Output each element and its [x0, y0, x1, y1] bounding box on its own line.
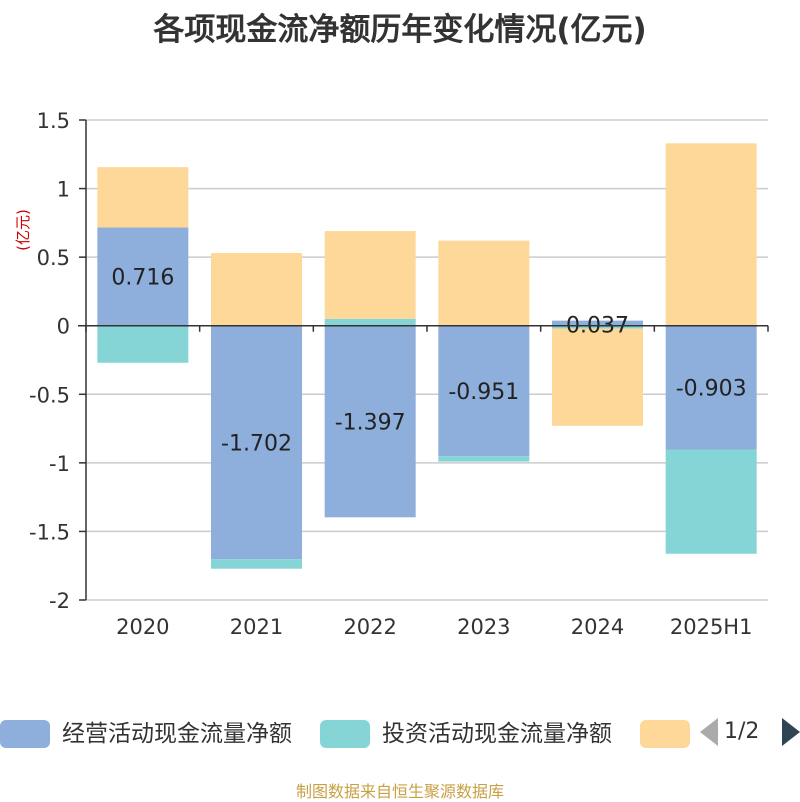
data-label: -0.903: [676, 377, 747, 402]
bar-series1-2023: [438, 325, 530, 457]
bar-series2-2025H1: [665, 449, 757, 554]
y-tick-label: -2: [49, 589, 70, 613]
y-tick-label: -1.5: [29, 520, 70, 544]
bar-series1-2021: [211, 325, 302, 560]
bar-series2-2020: [97, 325, 189, 363]
y-axis-label: (亿元): [14, 209, 32, 251]
x-tick-label: 2025H1: [670, 615, 753, 639]
y-tick-label: 0: [57, 315, 70, 339]
bar-series3-2025H1: [665, 143, 757, 326]
data-label: -1.702: [221, 431, 292, 456]
bar-series1-2025H1: [665, 325, 757, 450]
x-tick-label: 2021: [230, 615, 283, 639]
x-tick-label: 2024: [571, 615, 624, 639]
bar-series2-2022: [324, 318, 416, 326]
bar-series1-2020: [97, 227, 189, 326]
bar-series1-2024: [552, 320, 643, 326]
y-tick-label: 1: [57, 178, 70, 202]
x-tick-label: 2022: [343, 615, 396, 639]
y-tick-label: 1.5: [37, 109, 70, 133]
data-label: -1.397: [335, 411, 406, 436]
legend-page-indicator: 1/2: [724, 719, 760, 744]
data-label: 0.716: [111, 266, 174, 291]
legend-next-page-icon[interactable]: [782, 718, 800, 746]
chart-title: 各项现金流净额历年变化情况(亿元): [153, 12, 647, 48]
bar-series3-2020: [97, 167, 189, 228]
legend: 经营活动现金流量净额 投资活动现金流量净额: [0, 712, 800, 756]
data-label: -0.951: [448, 380, 519, 405]
legend-swatch: [0, 720, 50, 748]
legend-label: 经营活动现金流量净额: [62, 721, 292, 747]
source-note: 制图数据来自恒生聚源数据库: [295, 782, 504, 801]
x-tick-label: 2023: [457, 615, 510, 639]
y-tick-label: -1: [49, 452, 70, 476]
bar-series3-2023: [438, 240, 530, 326]
y-tick-label: 0.5: [37, 246, 70, 270]
bar-series3-2024: [552, 328, 643, 426]
legend-swatch: [640, 720, 690, 748]
y-tick-label: -0.5: [29, 383, 70, 407]
bar-series2-2021: [211, 559, 302, 569]
bar-series3-2021: [211, 253, 302, 326]
bar-series3-2022: [324, 231, 416, 319]
legend-swatch: [320, 720, 370, 748]
bar-series2-2023: [438, 456, 530, 462]
x-tick-label: 2020: [116, 615, 169, 639]
bar-series1-2022: [324, 325, 416, 518]
bar-series2-2024: [552, 325, 643, 329]
legend-label: 投资活动现金流量净额: [382, 721, 612, 747]
legend-prev-page-icon[interactable]: [700, 718, 718, 746]
